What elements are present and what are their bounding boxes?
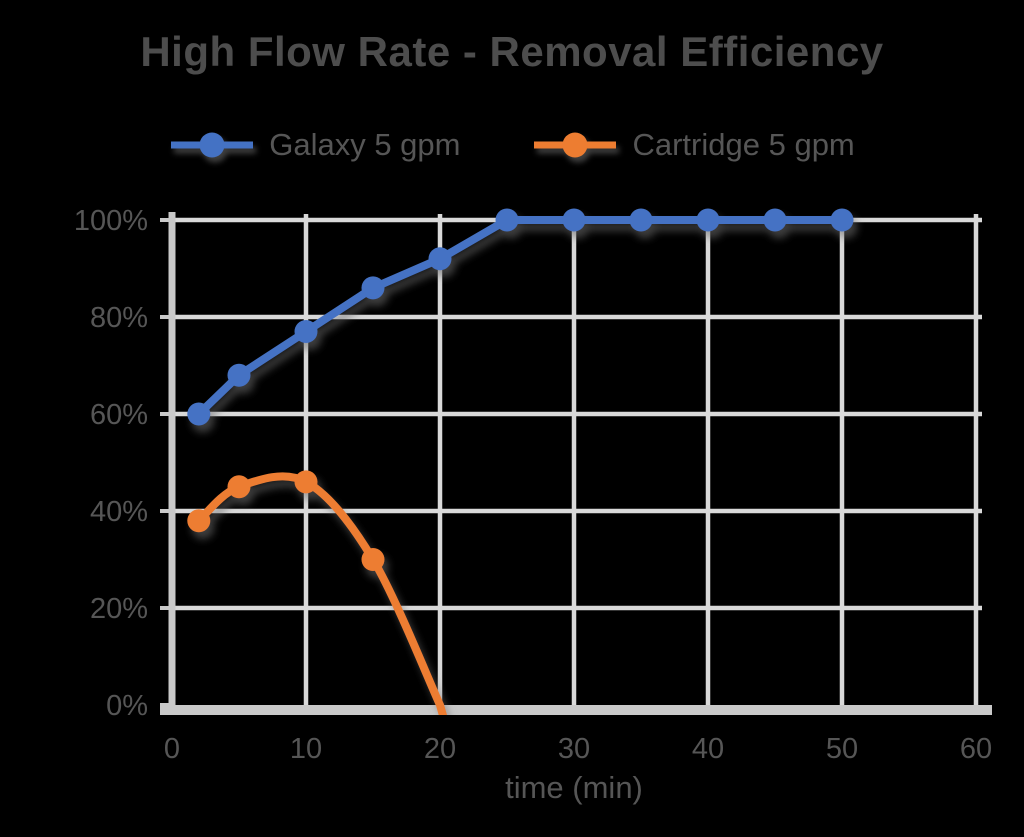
- data-point-marker: [294, 320, 318, 344]
- data-point-marker: [294, 470, 318, 494]
- data-point-marker: [562, 208, 586, 232]
- data-point-marker: [361, 276, 385, 300]
- legend-label-series2: Cartridge 5 gpm: [632, 127, 855, 162]
- data-point-marker: [227, 475, 251, 499]
- data-point-marker: [495, 208, 519, 232]
- x-tick-label: 10: [290, 733, 322, 765]
- legend-label-series1: Galaxy 5 gpm: [269, 127, 461, 162]
- y-tick-label: 80%: [90, 302, 148, 334]
- y-tick-label: 20%: [90, 593, 148, 625]
- legend: Galaxy 5 gpm Cartridge 5 gpm: [0, 118, 1024, 172]
- y-tick-label: 40%: [90, 496, 148, 528]
- x-tick-label: 40: [692, 733, 724, 765]
- y-tick-label: 100%: [74, 205, 148, 237]
- data-point-marker: [428, 247, 452, 271]
- data-point-marker: [187, 402, 211, 426]
- legend-item-series2: Cartridge 5 gpm: [532, 125, 855, 165]
- x-tick-label: 30: [558, 733, 590, 765]
- data-point-marker: [763, 208, 787, 232]
- data-point-marker: [629, 208, 653, 232]
- x-tick-label: 60: [960, 733, 992, 765]
- data-series: [187, 208, 854, 715]
- data-point-marker: [227, 363, 251, 387]
- chart-title: High Flow Rate - Removal Efficiency: [140, 28, 884, 75]
- gridlines: [169, 214, 982, 711]
- x-tick-label: 0: [164, 733, 180, 765]
- data-point-marker: [187, 509, 211, 533]
- series-1-line-group: [187, 208, 854, 426]
- legend-swatch-blue-icon: [171, 132, 254, 158]
- x-axis-title: time (min): [505, 770, 643, 805]
- y-tick-label: 60%: [90, 399, 148, 431]
- series-2-line-group: [187, 470, 448, 715]
- y-tick-label: 0%: [106, 690, 148, 722]
- data-point-marker: [361, 548, 385, 571]
- axis-labels: 0 10 20 30 40 50 60 0% 20% 40% 60% 80% 100% time (min…: [74, 205, 992, 805]
- legend-swatch-orange-icon: [534, 132, 617, 158]
- x-tick-label: 20: [424, 733, 456, 765]
- axes: [160, 212, 992, 715]
- legend-item-series1: Galaxy 5 gpm: [169, 125, 460, 165]
- data-point-marker: [830, 208, 854, 232]
- data-point-marker: [696, 208, 720, 232]
- x-tick-label: 50: [826, 733, 858, 765]
